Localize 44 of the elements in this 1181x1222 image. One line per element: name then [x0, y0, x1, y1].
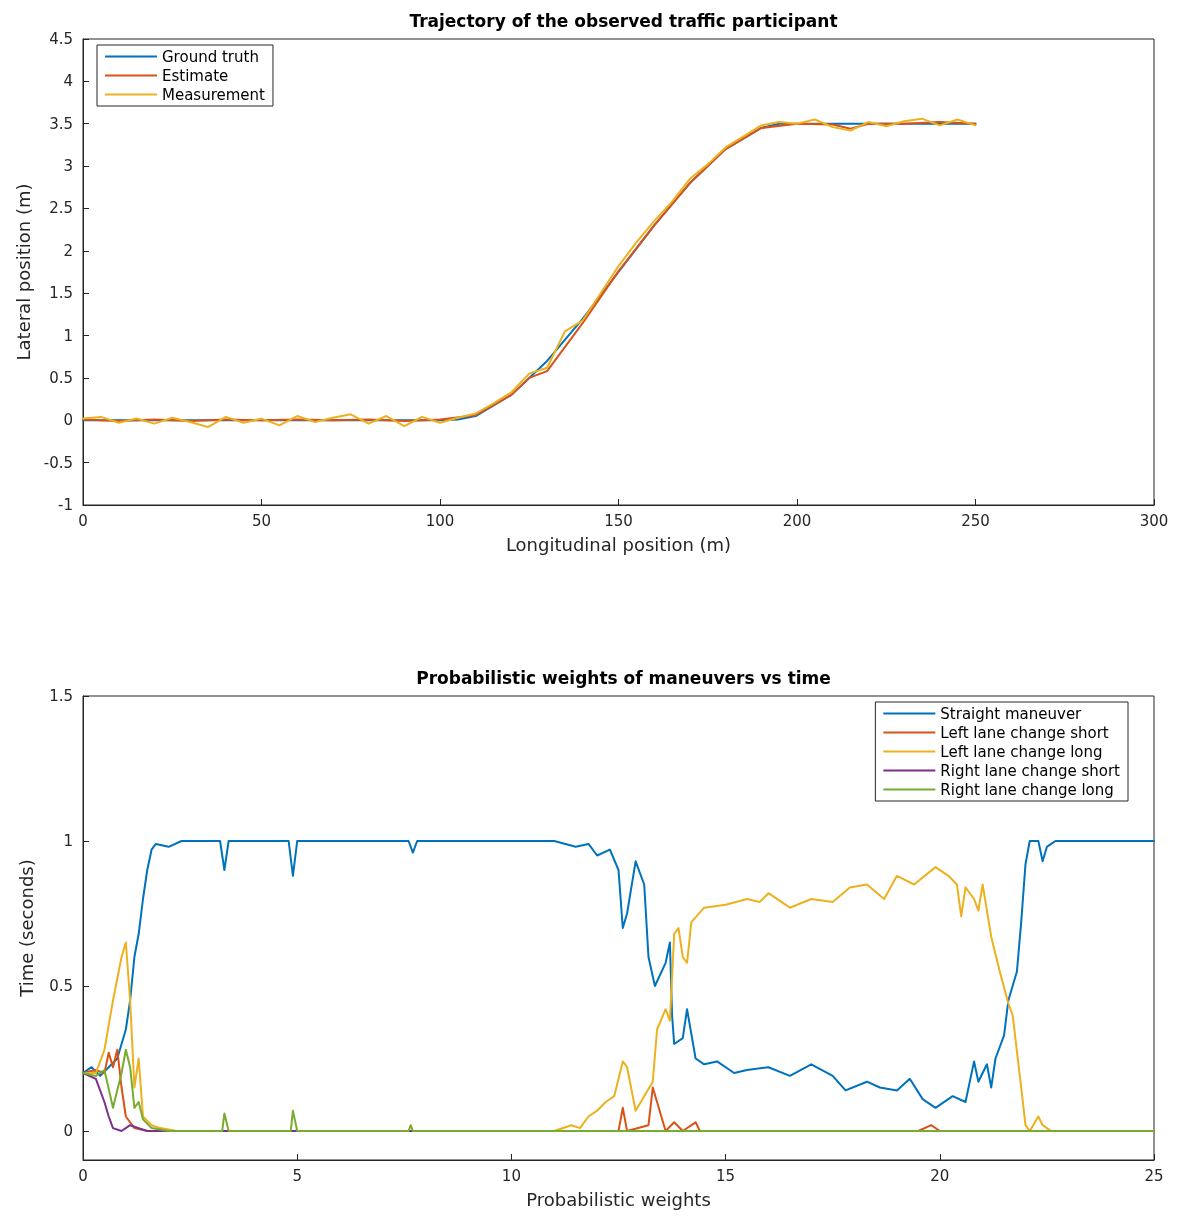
y-tick-label: 0.5: [49, 977, 73, 995]
y-tick-label: -0.5: [43, 453, 73, 472]
x-tick-label: 5: [292, 1166, 302, 1185]
x-axis-title: Probabilistic weights: [526, 1188, 711, 1210]
x-tick-label: 0: [78, 511, 88, 530]
y-tick-label: 1: [63, 326, 73, 345]
line-series: [82, 840, 1155, 1109]
y-tick-label: 0.5: [49, 368, 73, 387]
y-axis-title: Lateral position (m): [13, 183, 35, 361]
x-tick-label: 300: [1139, 511, 1169, 530]
legend-label: Left lane change long: [940, 742, 1103, 761]
chart-title: Trajectory of the observed traffic participant: [409, 10, 838, 31]
y-tick-label: 1.5: [49, 284, 73, 303]
x-tick-label: 20: [930, 1166, 950, 1185]
legend-label: Left lane change short: [940, 723, 1109, 742]
x-axis-title: Longitudinal position (m): [505, 533, 732, 555]
y-tick-label: 0: [63, 1122, 73, 1140]
x-tick-label: 15: [716, 1166, 736, 1185]
y-tick-label: 4.5: [49, 30, 73, 48]
x-tick-label: 100: [425, 511, 455, 530]
legend-label: Ground truth: [162, 47, 259, 66]
y-tick-label: 3: [63, 157, 73, 176]
x-tick-label: 25: [1144, 1166, 1164, 1185]
y-tick-label: -1: [58, 496, 73, 514]
x-tick-label: 250: [961, 511, 990, 530]
legend-label: Measurement: [162, 85, 266, 104]
x-tick-label: 0: [78, 1166, 88, 1185]
y-tick-label: 2: [63, 241, 73, 260]
y-tick-label: 3.5: [49, 114, 73, 133]
x-tick-label: 10: [501, 1166, 521, 1185]
y-axis-title: Time (seconds): [15, 859, 37, 998]
y-tick-label: 4: [63, 72, 73, 91]
legend-label: Estimate: [162, 66, 229, 85]
legend-label: Right lane change long: [940, 780, 1114, 799]
chart-title: Probabilistic weights of maneuvers vs time: [416, 667, 831, 688]
y-tick-label: 1.5: [49, 687, 73, 705]
legend-label: Straight maneuver: [940, 704, 1083, 723]
x-tick-label: 50: [251, 511, 272, 530]
x-tick-label: 200: [782, 511, 812, 530]
y-tick-label: 2.5: [49, 199, 73, 218]
y-tick-label: 1: [63, 832, 73, 850]
y-tick-label: 0: [63, 411, 73, 430]
x-tick-label: 150: [604, 511, 633, 530]
legend-label: Right lane change short: [940, 761, 1121, 780]
